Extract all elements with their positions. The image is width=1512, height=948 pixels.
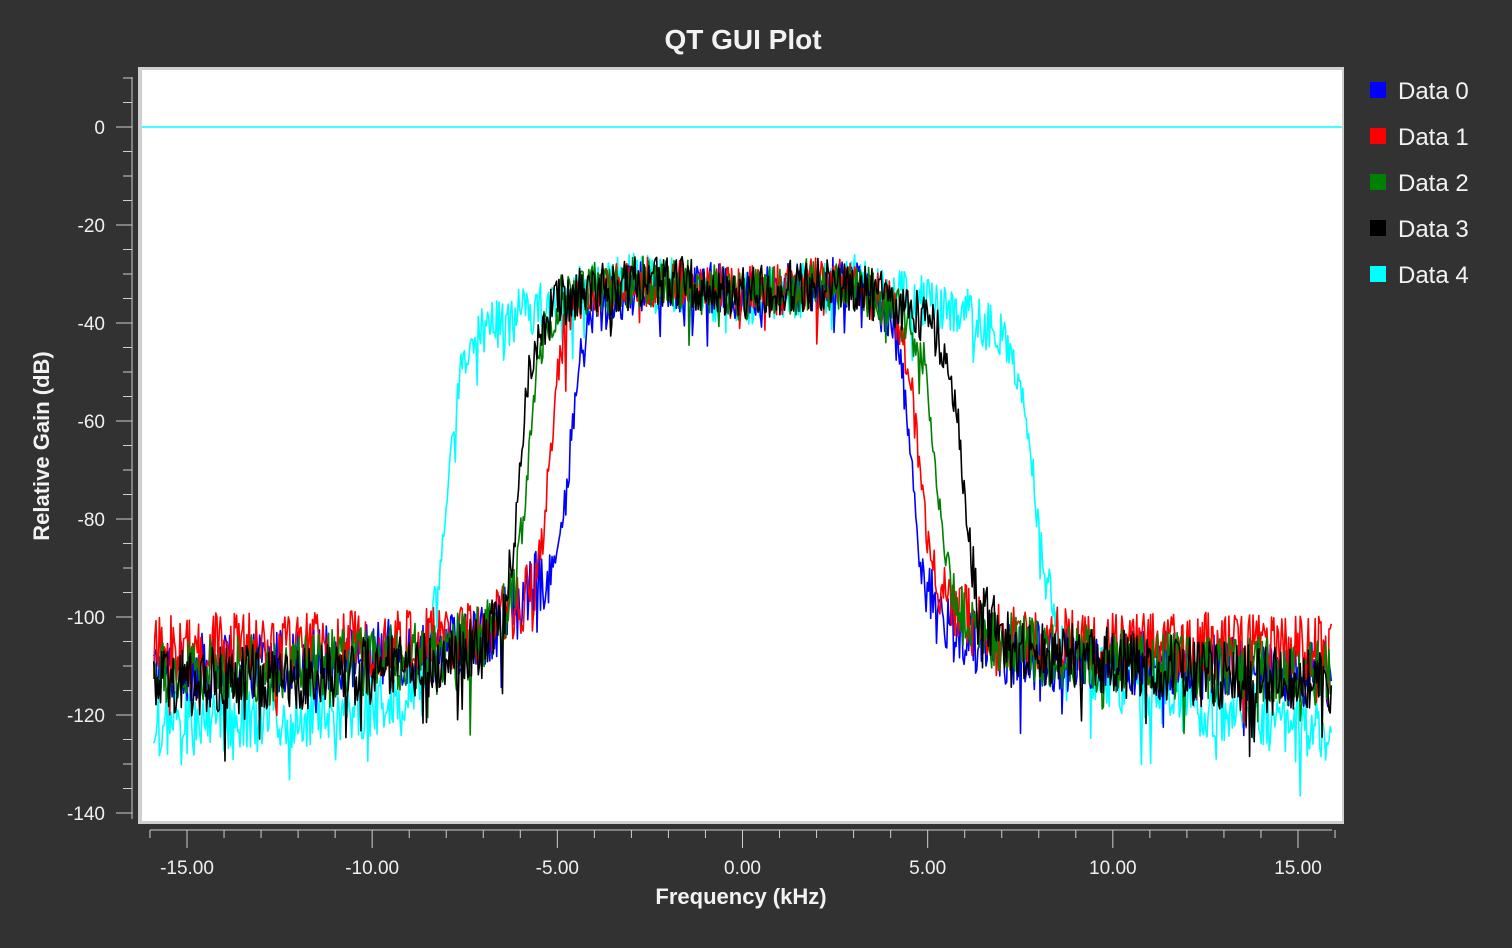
legend-label-data-1: Data 1	[1398, 124, 1469, 151]
x-tick-label: -15.00	[160, 858, 214, 879]
legend-label-data-0: Data 0	[1398, 78, 1469, 105]
legend-swatch-data-0	[1370, 82, 1386, 98]
x-tick-label: -10.00	[345, 858, 399, 879]
y-tick-label: 0	[94, 118, 105, 139]
x-axis-title: Frequency (kHz)	[655, 884, 826, 909]
plot-title: QT GUI Plot	[664, 24, 821, 55]
legend-label-data-2: Data 2	[1398, 170, 1469, 197]
x-tick-label: 0.00	[724, 858, 761, 879]
y-tick-label: -20	[78, 216, 105, 237]
legend-swatch-data-4	[1370, 266, 1386, 282]
legend-swatch-data-1	[1370, 128, 1386, 144]
plot-area	[142, 126, 1342, 797]
legend-label-data-4: Data 4	[1398, 262, 1469, 289]
series-group	[142, 126, 1342, 797]
legend-label-data-3: Data 3	[1398, 216, 1469, 243]
y-axis: 0 -20 -40 -60 -80 -100 -120 -140	[67, 77, 133, 825]
y-tick-label: -140	[67, 804, 105, 825]
x-tick-label: -5.00	[536, 858, 579, 879]
x-tick-label: 5.00	[909, 858, 946, 879]
y-tick-label: -40	[78, 314, 105, 335]
legend-swatch-data-2	[1370, 174, 1386, 190]
x-tick-label: 10.00	[1089, 858, 1137, 879]
y-tick-label: -100	[67, 608, 105, 629]
y-tick-label: -60	[78, 412, 105, 433]
y-tick-label: -120	[67, 706, 105, 727]
legend-swatch-data-3	[1370, 220, 1386, 236]
series-line-data-3	[152, 255, 1333, 762]
y-axis-title: Relative Gain (dB)	[29, 351, 54, 540]
x-tick-label: 15.00	[1274, 858, 1322, 879]
y-tick-label: -80	[78, 510, 105, 531]
legend: Data 0 Data 1 Data 2 Data 3 Data 4	[1370, 78, 1469, 289]
x-axis: -15.00 -10.00 -5.00 0.00 5.00 10.00 15.00	[149, 829, 1336, 879]
